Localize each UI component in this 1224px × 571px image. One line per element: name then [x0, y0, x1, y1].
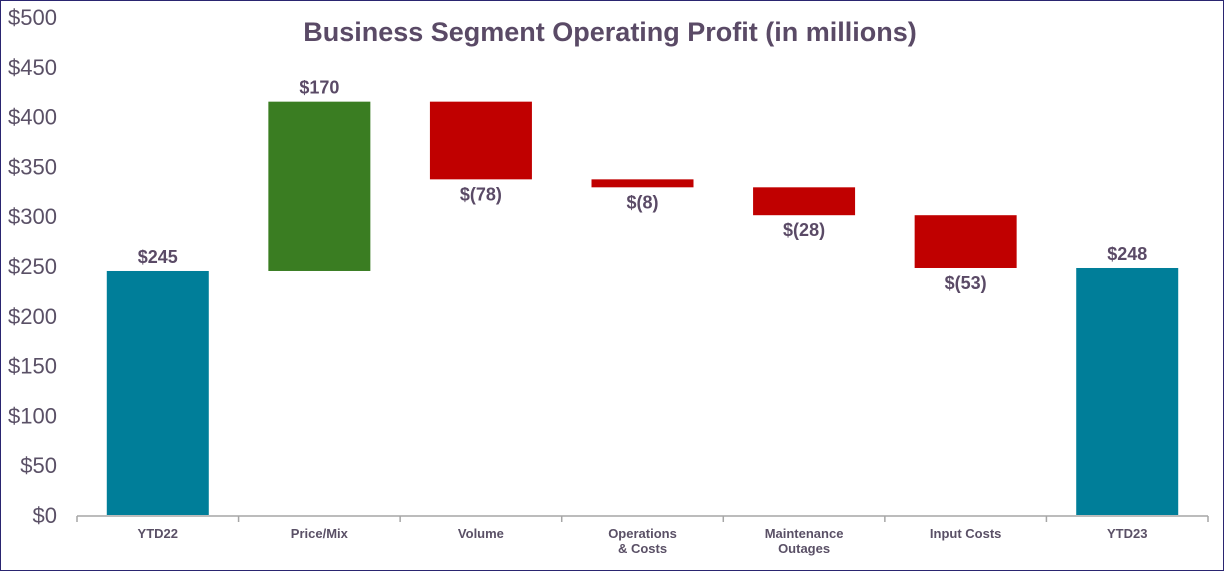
y-tick-label: $350 [8, 154, 57, 179]
y-tick-label: $400 [8, 105, 57, 130]
bar-input-costs [914, 215, 1017, 268]
x-tick-label: Price/Mix [291, 526, 349, 541]
y-axis: $0 $50 $100 $150 $200 $250 $300 $350 $400 $450 $50… [8, 5, 57, 528]
data-label: $(8) [626, 192, 658, 212]
data-label: $170 [299, 78, 339, 98]
data-label: $(28) [783, 220, 825, 240]
x-tick-label: YTD23 [1107, 526, 1147, 541]
data-labels: $245 $170 $(78) $(8) $(28) $(53) $248 [138, 78, 1147, 293]
y-tick-label: $150 [8, 354, 57, 379]
y-tick-label: $500 [8, 5, 57, 30]
x-tick-label: Maintenance Outages [765, 526, 844, 556]
x-tick-label: Input Costs [930, 526, 1002, 541]
bar-ytd22 [106, 270, 209, 515]
bar-maintenance-outages [753, 187, 856, 216]
x-tick-label: YTD22 [138, 526, 178, 541]
bar-volume [429, 101, 532, 180]
x-axis: YTD22 Price/Mix Volume Operations & Costs Mai… [76, 515, 1209, 556]
x-tick-label: Operations & Costs [608, 526, 677, 556]
y-tick-label: $200 [8, 304, 57, 329]
y-tick-label: $0 [33, 503, 57, 528]
y-tick-label: $300 [8, 204, 57, 229]
bar-operations-costs [591, 179, 694, 188]
y-tick-label: $250 [8, 254, 57, 279]
bar-ytd23 [1076, 267, 1179, 515]
bars [106, 101, 1179, 515]
data-label: $(53) [945, 273, 987, 293]
data-label: $245 [138, 247, 178, 267]
y-tick-label: $450 [8, 55, 57, 80]
data-label: $(78) [460, 184, 502, 204]
y-tick-label: $50 [20, 453, 57, 478]
x-tick-label: Volume [458, 526, 504, 541]
y-tick-label: $100 [8, 403, 57, 428]
chart-title: Business Segment Operating Profit (in mi… [303, 17, 917, 47]
data-label: $248 [1107, 244, 1147, 264]
bar-price-mix [268, 101, 371, 271]
